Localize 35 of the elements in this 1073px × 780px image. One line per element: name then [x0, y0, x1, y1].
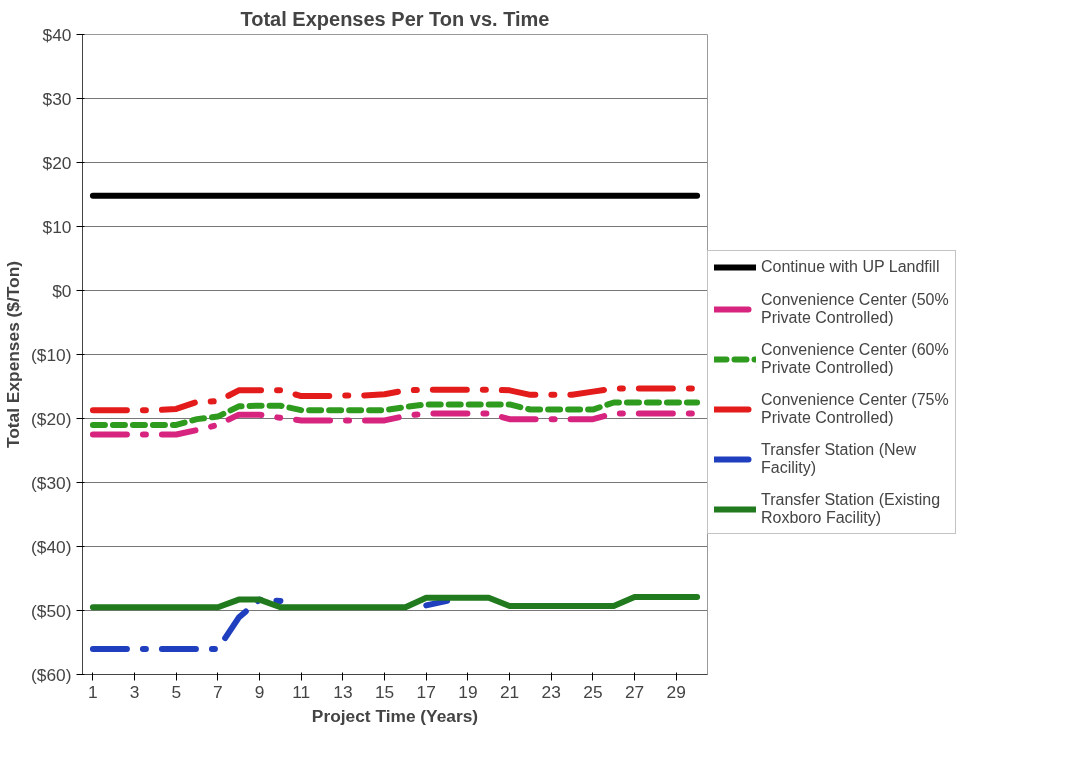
x-tick-label: 17 [416, 681, 436, 702]
y-tick-label: $30 [42, 88, 72, 109]
chart-title: Total Expenses Per Ton vs. Time [240, 7, 550, 30]
legend-label: Transfer Station (New Facility) [761, 441, 917, 477]
x-tick-label: 23 [541, 681, 561, 702]
y-tick-label: ($20) [31, 408, 72, 429]
x-tick-label: 1 [88, 681, 98, 702]
y-axis-title: Total Expenses ($/Ton) [3, 260, 24, 449]
legend-label: Convenience Center (75% Private Controlled) [761, 391, 949, 427]
legend-label: Continue with UP Landfill [761, 258, 940, 276]
y-tick-label: $10 [42, 216, 72, 237]
y-tick-label: ($40) [31, 536, 72, 557]
x-tick-label: 15 [374, 681, 395, 702]
x-tick-label: 21 [499, 681, 520, 702]
x-tick-label: 11 [292, 681, 311, 702]
x-tick-label: 7 [213, 681, 223, 702]
x-tick-label: 25 [583, 681, 603, 702]
y-tick-label: ($50) [31, 600, 72, 621]
y-tick-label: $0 [52, 280, 72, 301]
x-tick-label: 3 [129, 681, 140, 702]
x-tick-label: 13 [333, 681, 353, 702]
x-axis-title: Project Time (Years) [311, 705, 479, 726]
x-tick-label: 9 [254, 681, 265, 702]
legend-label: Convenience Center (60% Private Controlled) [761, 341, 949, 377]
x-tick-label: 29 [666, 681, 686, 702]
legend-label: Convenience Center (50% Private Controlled) [761, 291, 949, 327]
y-tick-label: ($10) [31, 344, 72, 365]
x-tick-label: 5 [171, 681, 182, 702]
y-tick-label: ($60) [31, 664, 72, 685]
legend-label: Transfer Station (Existing Roxboro Facility) [761, 491, 941, 527]
y-tick-label: $40 [42, 24, 72, 45]
x-tick-label: 19 [458, 681, 478, 702]
x-tick-label: 27 [624, 681, 645, 702]
y-tick-label: ($30) [31, 472, 72, 493]
y-tick-label: $20 [42, 152, 72, 173]
